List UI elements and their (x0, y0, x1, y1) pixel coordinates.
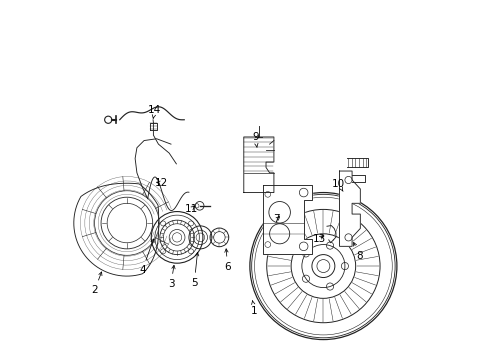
Polygon shape (244, 137, 273, 193)
Polygon shape (74, 183, 159, 276)
Text: 2: 2 (91, 272, 102, 296)
Polygon shape (339, 171, 360, 246)
Text: 4: 4 (139, 239, 154, 275)
Text: 5: 5 (191, 252, 199, 288)
Text: 3: 3 (167, 265, 175, 289)
Text: 14: 14 (148, 105, 161, 118)
Polygon shape (263, 185, 311, 253)
Polygon shape (346, 158, 367, 167)
Text: 13: 13 (312, 234, 325, 244)
Text: 1: 1 (251, 300, 257, 316)
Text: 10: 10 (331, 179, 345, 192)
Text: 8: 8 (353, 242, 363, 261)
Text: 11: 11 (184, 204, 198, 214)
Text: 9: 9 (251, 132, 258, 148)
Text: 6: 6 (224, 249, 230, 272)
Text: 12: 12 (154, 178, 167, 188)
Text: 7: 7 (273, 215, 280, 224)
